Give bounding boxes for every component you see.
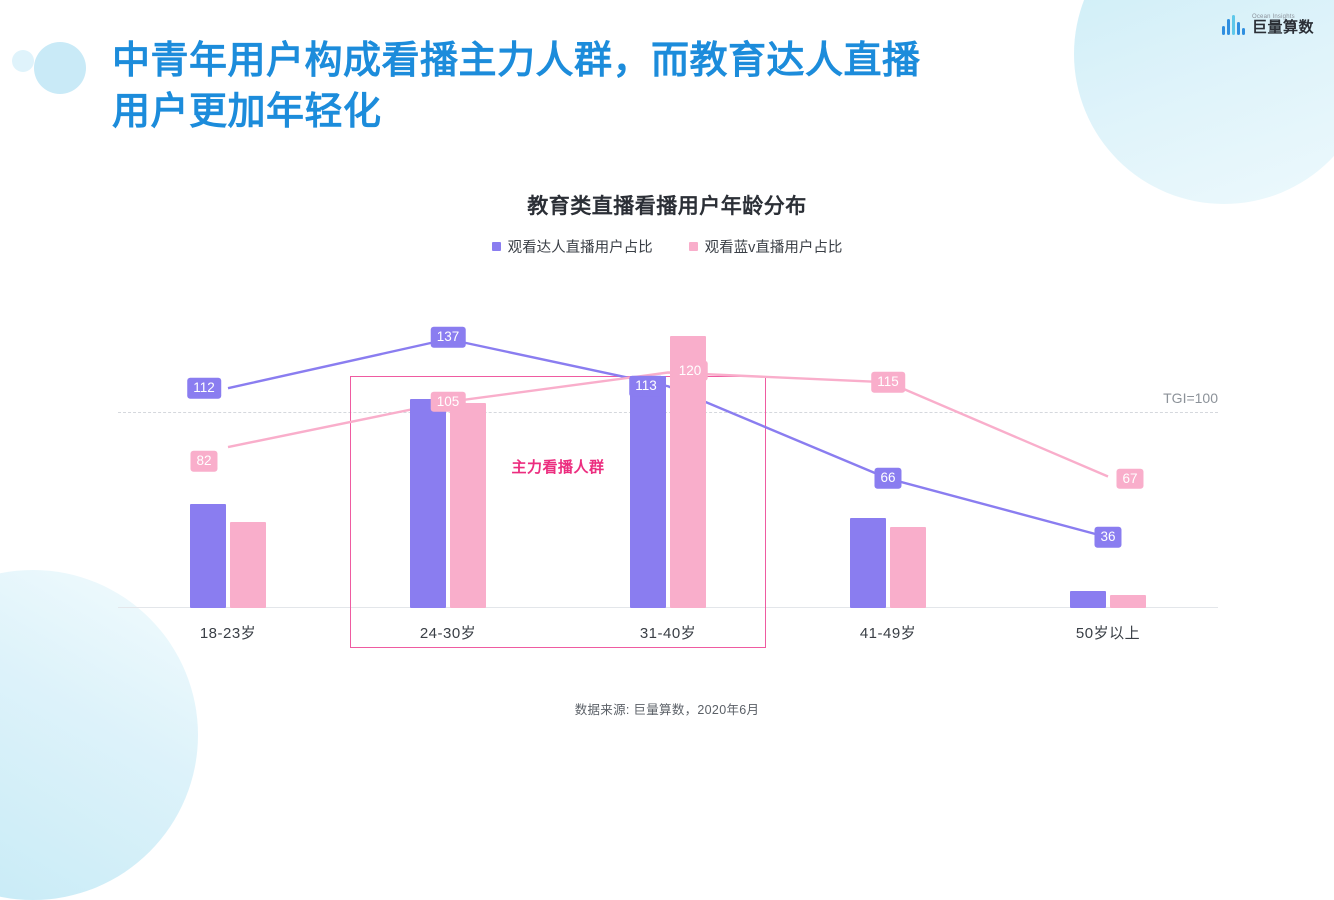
chart-container: 教育类直播看播用户年龄分布 观看达人直播用户占比 观看蓝v直播用户占比 TGI=… bbox=[0, 190, 1334, 660]
highlight-region-box bbox=[350, 376, 766, 648]
legend-swatch-pink bbox=[688, 242, 698, 251]
tgi-line-series bbox=[227, 337, 1109, 539]
bar-daren-4 bbox=[1070, 590, 1106, 608]
tgi-pill-bluev-1: 105 bbox=[430, 391, 466, 413]
x-tick-3: 41-49岁 bbox=[859, 625, 917, 642]
tgi-pill-bluev-4: 67 bbox=[1116, 468, 1144, 489]
chart-legend: 观看达人直播用户占比 观看蓝v直播用户占比 bbox=[0, 236, 1334, 257]
tgi-pill-daren-2: 113 bbox=[629, 375, 663, 397]
legend-label-daren: 观看达人直播用户占比 bbox=[507, 240, 653, 256]
brand-name-cn: 巨量算数 bbox=[1251, 19, 1314, 37]
tgi-baseline-label: TGI=100 bbox=[1163, 389, 1218, 406]
tgi-pill-daren-0: 112 bbox=[187, 377, 221, 399]
tgi-baseline-line bbox=[118, 411, 1218, 413]
bar-bluev-3 bbox=[890, 527, 926, 608]
bar-daren-1 bbox=[410, 398, 446, 608]
page-title: 中青年用户构成看播主力人群，而教育达人直播 用户更加年轻化 bbox=[112, 40, 921, 133]
bar-daren-2 bbox=[630, 375, 666, 608]
bar-daren-0 bbox=[190, 504, 226, 608]
chart-title: 教育类直播看播用户年龄分布 bbox=[527, 195, 807, 218]
bar-bluev-1 bbox=[450, 402, 486, 608]
legend-swatch-purple bbox=[491, 242, 501, 251]
brand-name-en: Ocean Insights bbox=[1251, 14, 1295, 20]
decorative-dot-small bbox=[12, 50, 34, 72]
bar-bluev-0 bbox=[230, 522, 266, 608]
x-tick-4: 50岁以上 bbox=[1075, 625, 1141, 642]
tgi-pill-daren-1: 137 bbox=[430, 326, 466, 348]
bar-bluev-2 bbox=[670, 336, 706, 608]
tgi-pill-bluev-0: 82 bbox=[190, 450, 218, 472]
x-axis-line bbox=[118, 607, 1218, 608]
source-note: 数据来源: 巨量算数，2020年6月 bbox=[574, 703, 760, 717]
legend-item-daren: 观看达人直播用户占比 bbox=[491, 236, 653, 257]
tgi-pill-bluev-2: 120 bbox=[672, 360, 708, 381]
tgi-pill-bluev-3: 115 bbox=[871, 372, 905, 393]
x-tick-1: 24-30岁 bbox=[419, 625, 477, 642]
brand-logo: Ocean Insights 巨量算数 bbox=[1221, 14, 1314, 37]
x-tick-0: 18-23岁 bbox=[199, 625, 257, 642]
chart-plot-area: TGI=100 主力看播人群 112 137 113 66 36 82 105 120 115 6… bbox=[118, 286, 1218, 648]
legend-item-bluev: 观看蓝v直播用户占比 bbox=[688, 236, 843, 257]
legend-label-bluev: 观看蓝v直播用户占比 bbox=[704, 240, 843, 256]
bar-daren-3 bbox=[850, 518, 886, 608]
tgi-pill-daren-3: 66 bbox=[874, 468, 902, 489]
tgi-line-bluev bbox=[227, 371, 1109, 478]
tgi-pill-daren-4: 36 bbox=[1094, 527, 1122, 548]
x-tick-2: 31-40岁 bbox=[639, 625, 697, 642]
highlight-region-label: 主力看播人群 bbox=[511, 459, 605, 476]
audio-bars-icon bbox=[1221, 15, 1245, 36]
bar-bluev-4 bbox=[1110, 594, 1146, 608]
tgi-line-daren bbox=[227, 337, 1109, 539]
decorative-dot-large bbox=[34, 42, 86, 94]
